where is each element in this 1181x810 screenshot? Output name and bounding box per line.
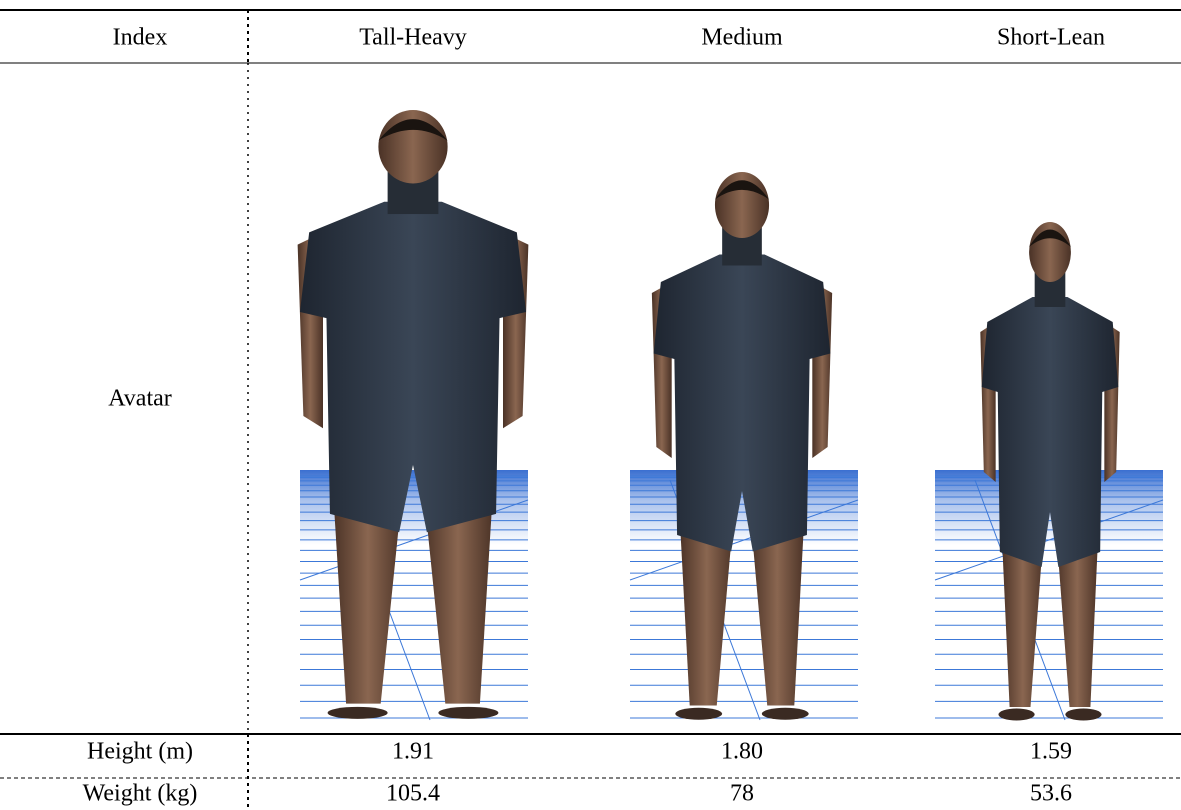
floor-grid: [630, 470, 858, 720]
header-cell: Index: [113, 25, 168, 51]
cell: 1.59: [1030, 739, 1072, 765]
foot: [998, 708, 1035, 721]
foot: [675, 707, 723, 720]
leg: [749, 502, 806, 706]
cell: 1.91: [392, 739, 434, 765]
leg: [422, 477, 494, 704]
foot: [438, 706, 499, 719]
row-label: Height (m): [87, 739, 193, 765]
leg: [1055, 522, 1099, 707]
hair: [714, 180, 770, 200]
cell: 53.6: [1030, 781, 1072, 807]
foot: [1065, 708, 1102, 721]
hair: [378, 119, 448, 141]
torso: [299, 201, 527, 533]
row-label: Avatar: [108, 386, 172, 412]
foot: [761, 707, 809, 720]
header-cell: Short-Lean: [997, 25, 1105, 51]
cell: 1.80: [721, 739, 763, 765]
cell: 78: [730, 781, 754, 807]
header-cell: Medium: [701, 25, 783, 51]
floor-line: [629, 499, 859, 581]
torso: [653, 254, 831, 552]
foot: [327, 706, 388, 719]
leg: [678, 502, 735, 706]
row-label: Weight (kg): [83, 781, 198, 807]
header-cell: Tall-Heavy: [359, 25, 467, 51]
floor-line: [934, 499, 1164, 581]
leg: [1001, 522, 1045, 707]
leg: [332, 477, 404, 704]
torso: [981, 297, 1119, 567]
cell: 105.4: [386, 781, 440, 807]
hair: [1029, 229, 1071, 247]
avatar-images: [297, 110, 1164, 721]
